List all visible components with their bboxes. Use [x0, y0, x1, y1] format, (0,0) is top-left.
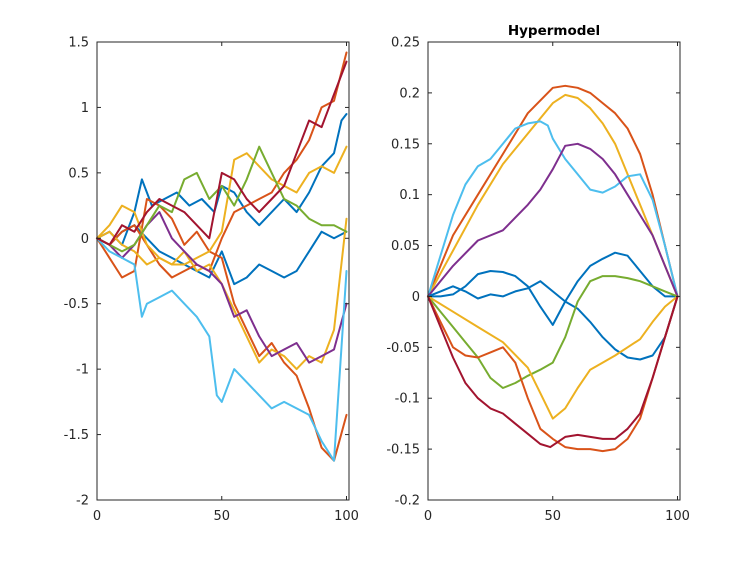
series-line-2: [96, 224, 348, 286]
y-tick-label: -0.1: [395, 392, 420, 407]
y-tick-label: 0.5: [68, 166, 89, 181]
y-tick-label: -1: [76, 363, 89, 378]
y-tick-label: -0.2: [395, 494, 420, 509]
y-tick-label: -2: [76, 494, 89, 509]
series-line-5: [427, 251, 679, 326]
series-line-8: [427, 295, 679, 420]
series-line-10: [427, 295, 679, 449]
y-tick-label: -0.15: [386, 443, 420, 458]
axes-frame: [96, 41, 350, 501]
series-line-7: [427, 275, 679, 389]
chart-title: Hypermodel: [508, 23, 600, 39]
series-line-9: [427, 295, 679, 453]
series-line-6: [427, 280, 679, 361]
series-line-6: [96, 145, 348, 266]
x-tick-label: 100: [665, 509, 690, 524]
series-line-10: [96, 60, 348, 246]
y-tick-label: 0.15: [391, 137, 420, 152]
y-tick-label: -0.05: [386, 341, 420, 356]
x-tick-label: 100: [334, 509, 359, 524]
series-line-3: [427, 120, 679, 298]
series-line-4: [427, 142, 679, 298]
series-line-1: [427, 84, 679, 298]
y-tick-label: 0.05: [391, 239, 420, 254]
y-tick-label: 0: [412, 290, 420, 305]
axes-background: [427, 41, 681, 501]
y-tick-label: 1: [81, 101, 89, 116]
series-line-4: [96, 51, 348, 279]
series-line-8: [96, 145, 348, 253]
y-tick-label: 0.1: [399, 188, 420, 203]
y-tick-label: -0.5: [64, 297, 89, 312]
axes-background: [96, 41, 350, 501]
series-line-2: [427, 93, 679, 298]
left-axes: 0 50 100 -2 -1.5 -1 -0.5 0 0.5 1 1.5: [64, 36, 359, 525]
y-tick-label: 0: [81, 232, 89, 247]
x-tick-label: 0: [424, 509, 432, 524]
series-line-9: [96, 237, 348, 462]
hypermodel-axes: 0 50 100 -0.2 -0.15 -0.1 -0.05 0 0.05 0.1 0.15 0.2 0…: [386, 23, 690, 524]
y-tick-label: -1.5: [64, 428, 89, 443]
series-line-3: [96, 198, 348, 462]
x-tick-label: 50: [544, 509, 561, 524]
y-tick-label: 0.25: [391, 36, 420, 51]
axes-frame: [427, 41, 681, 501]
x-tick-label: 0: [93, 509, 101, 524]
y-tick-label: 1.5: [68, 36, 89, 51]
y-tick-label: 0.2: [399, 86, 420, 101]
x-tick-label: 50: [213, 509, 230, 524]
